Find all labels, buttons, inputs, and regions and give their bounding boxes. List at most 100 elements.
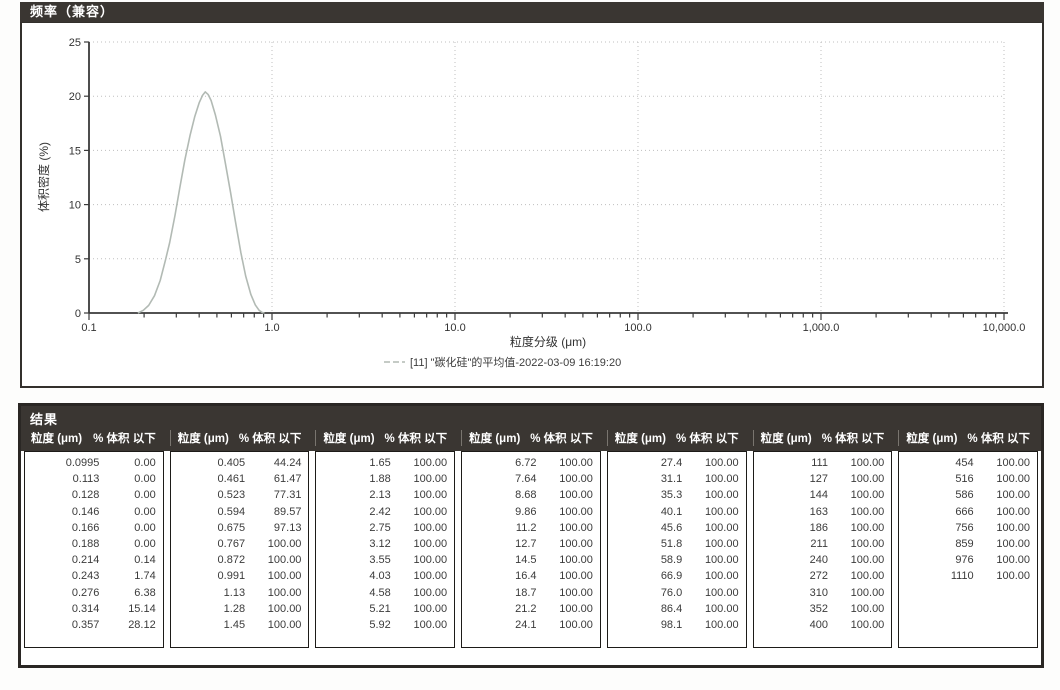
size-value: 45.6 — [660, 521, 683, 534]
table-row: 66.9 100.00 — [608, 568, 746, 584]
percent-value: 100.00 — [559, 473, 593, 486]
table-row: 127 100.00 — [754, 471, 892, 487]
size-value: 3.12 — [369, 537, 391, 550]
size-value: 0.0995 — [65, 457, 100, 469]
table-row: 0.276 6.38 — [25, 585, 163, 601]
size-value: 144 — [809, 489, 828, 502]
table-row: 4.03 100.00 — [316, 568, 454, 584]
table-row: 1110 100.00 — [899, 568, 1037, 584]
percent-value: 100.00 — [267, 554, 302, 567]
table-row: 2.75 100.00 — [316, 520, 454, 536]
size-value: 1.28 — [223, 602, 246, 615]
percent-value: 100.00 — [850, 602, 885, 615]
percent-value: 100.00 — [559, 521, 593, 534]
size-value: 12.7 — [515, 537, 537, 550]
size-value: 516 — [955, 473, 974, 486]
table-row: 40.1 100.00 — [608, 504, 746, 520]
size-value: 5.92 — [369, 618, 391, 631]
percent-value: 100.00 — [413, 489, 448, 502]
size-value: 98.1 — [660, 618, 683, 631]
table-row: 0.166 0.00 — [25, 520, 163, 536]
percent-value: 100.00 — [559, 554, 593, 567]
size-value: 9.86 — [515, 505, 537, 518]
size-value: 58.9 — [660, 554, 683, 567]
frequency-curve — [137, 91, 265, 314]
size-column-header: 粒度 (μm) — [760, 433, 812, 445]
percent-value: 100.00 — [559, 570, 593, 583]
size-value: 310 — [809, 586, 828, 599]
percent-value: 100.00 — [850, 570, 885, 583]
size-value: 352 — [809, 602, 828, 615]
percent-value: 100.00 — [559, 457, 593, 469]
size-value: 31.1 — [660, 473, 683, 486]
table-row: 1.13 100.00 — [171, 585, 309, 601]
size-value: 2.42 — [369, 505, 391, 518]
percent-value: 100.00 — [559, 618, 593, 631]
percent-value: 100.00 — [850, 489, 885, 502]
size-value: 7.64 — [515, 473, 537, 486]
size-column-header: 粒度 (μm) — [177, 433, 229, 445]
column-header-group: 粒度 (μm) % 体积 以下 — [606, 430, 747, 446]
table-row: 516 100.00 — [899, 471, 1037, 487]
table-row: 1.45 100.00 — [171, 617, 309, 633]
table-row: 5.21 100.00 — [316, 601, 454, 617]
percent-value: 100.00 — [559, 505, 593, 518]
table-row: 310 100.00 — [754, 585, 892, 601]
results-table-body: 0.0995 0.00 0.113 0.00 0.128 0.00 0.146 0.00 0.1… — [21, 451, 1041, 648]
column-header-group: 粒度 (μm) % 体积 以下 — [169, 430, 310, 446]
y-tick-label: 5 — [75, 254, 81, 266]
column-header-group: 粒度 (μm) % 体积 以下 — [461, 430, 601, 446]
percent-value: 100.00 — [704, 554, 739, 567]
size-value: 586 — [955, 489, 974, 502]
x-tick-label: 0.1 — [81, 322, 96, 334]
table-row: 3.12 100.00 — [316, 536, 454, 552]
size-value: 0.214 — [71, 554, 100, 567]
size-value: 11.2 — [515, 521, 537, 534]
percent-value: 100.00 — [850, 521, 885, 534]
y-tick-label: 25 — [69, 37, 81, 49]
size-value: 211 — [810, 537, 828, 550]
x-axis-title: 粒度分级 (μm) — [510, 334, 586, 349]
size-column-header: 粒度 (μm) — [469, 433, 521, 445]
size-value: 0.594 — [217, 505, 246, 518]
size-value: 2.13 — [369, 489, 391, 502]
table-row: 21.2 100.00 — [462, 601, 600, 617]
table-row: 11.2 100.00 — [462, 520, 600, 536]
y-tick-label: 10 — [69, 200, 81, 212]
table-row: 0.872 100.00 — [171, 552, 309, 568]
table-row: 0.675 97.13 — [171, 520, 309, 536]
table-row: 45.6 100.00 — [608, 520, 746, 536]
size-value: 127 — [809, 473, 828, 486]
table-row: 8.68 100.00 — [462, 487, 600, 503]
size-value: 0.461 — [217, 473, 246, 486]
percent-value: 28.12 — [128, 618, 156, 631]
percent-column-header: % 体积 以下 — [675, 433, 739, 445]
size-value: 454 — [955, 457, 974, 469]
percent-column-header: % 体积 以下 — [967, 433, 1031, 445]
percent-value: 44.24 — [273, 457, 302, 469]
percent-value: 100.00 — [413, 554, 448, 567]
percent-value: 100.00 — [850, 505, 885, 518]
column-header-group: 粒度 (μm) % 体积 以下 — [898, 430, 1038, 446]
size-value: 186 — [809, 521, 828, 534]
table-row: 163 100.00 — [754, 504, 892, 520]
size-value: 111 — [811, 457, 828, 469]
percent-value: 100.00 — [704, 586, 739, 599]
x-tick-label: 10.0 — [444, 322, 465, 334]
x-tick-label: 10,000.0 — [983, 322, 1026, 334]
table-row: 31.1 100.00 — [608, 471, 746, 487]
percent-value: 100.00 — [704, 602, 739, 615]
size-value: 400 — [809, 618, 828, 631]
table-row: 240 100.00 — [754, 552, 892, 568]
percent-value: 89.57 — [273, 505, 302, 518]
x-tick-label: 1,000.0 — [803, 322, 840, 334]
table-row: 98.1 100.00 — [608, 617, 746, 633]
percent-value: 100.00 — [704, 457, 739, 469]
column-header-group: 粒度 (μm) % 体积 以下 — [315, 430, 455, 446]
table-row: 16.4 100.00 — [462, 568, 600, 584]
table-group: 1.65 100.00 1.88 100.00 2.13 100.00 2.42 100.00… — [315, 451, 456, 648]
size-value: 1.13 — [223, 586, 246, 599]
size-value: 0.113 — [72, 473, 100, 486]
size-value: 0.314 — [71, 602, 100, 615]
results-column-headers: 粒度 (μm)% 体积 以下 粒度 (μm)% 体积 以下 粒度 (μm)% 体积 … — [21, 429, 1041, 448]
